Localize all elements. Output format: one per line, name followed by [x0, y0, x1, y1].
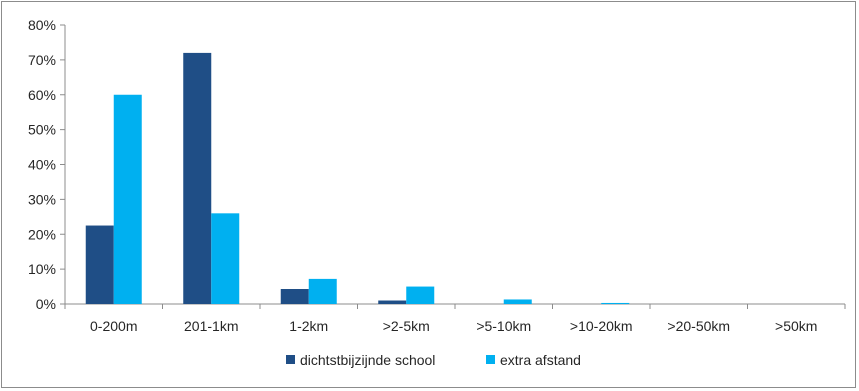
bar-extra-afstand-3 — [406, 286, 435, 304]
legend-label: extra afstand — [500, 352, 581, 368]
x-tick-label: 0-200m — [90, 318, 137, 334]
bar-dichtstbijzijnde-school-1 — [183, 52, 212, 305]
x-tick-label: >10-20km — [570, 318, 633, 334]
y-tick-label: 70% — [28, 52, 56, 68]
x-tick-label: >5-10km — [476, 318, 531, 334]
y-tick-label: 60% — [28, 87, 56, 103]
bar-extra-afstand-2 — [308, 278, 337, 304]
x-tick-label: 201-1km — [184, 318, 238, 334]
bar-extra-afstand-4 — [503, 299, 532, 304]
y-axis: 0% 10% 20% 30% 40% 50% 60% 70% 80% — [28, 17, 66, 312]
bar-dichtstbijzijnde-school-0 — [85, 225, 114, 304]
x-tick-label: >20-50km — [667, 318, 730, 334]
x-axis: 0-200m 201-1km 1-2km >2-5km >5-10km >10-20km >… — [64, 303, 846, 334]
y-tick-label: 10% — [28, 261, 56, 277]
y-tick-label: 0% — [36, 296, 56, 312]
legend-label: dichtstbijzijnde school — [300, 352, 435, 368]
bars — [85, 52, 630, 305]
y-tick-label: 40% — [28, 157, 56, 173]
bar-dichtstbijzijnde-school-3 — [378, 300, 407, 304]
legend-swatch — [286, 355, 295, 364]
legend: dichtstbijzijnde school extra afstand — [286, 352, 581, 368]
bar-dichtstbijzijnde-school-2 — [280, 289, 309, 304]
y-tick-label: 20% — [28, 226, 56, 242]
y-tick-label: 50% — [28, 122, 56, 138]
y-tick-label: 30% — [28, 191, 56, 207]
bar-extra-afstand-5 — [601, 302, 630, 304]
x-tick-label: >50km — [775, 318, 817, 334]
y-tick-label: 80% — [28, 17, 56, 33]
bar-extra-afstand-1 — [211, 213, 240, 304]
bar-extra-afstand-0 — [113, 94, 142, 304]
x-tick-label: >2-5km — [383, 318, 430, 334]
legend-swatch — [486, 355, 495, 364]
x-tick-label: 1-2km — [289, 318, 328, 334]
